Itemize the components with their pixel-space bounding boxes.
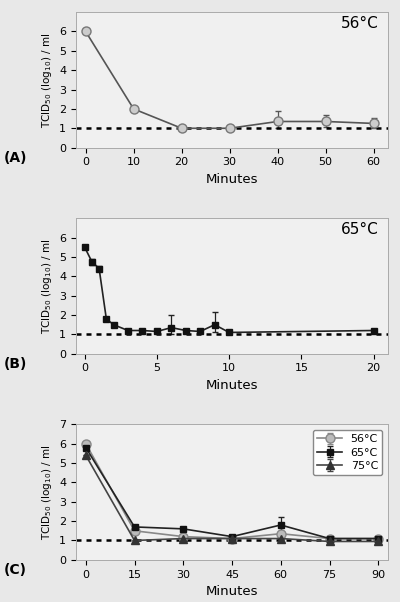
Y-axis label: TCID$_{50}$ (log$_{10}$) / ml: TCID$_{50}$ (log$_{10}$) / ml [40, 444, 54, 540]
Text: (A): (A) [4, 150, 28, 165]
Legend: 56°C, 65°C, 75°C: 56°C, 65°C, 75°C [313, 430, 382, 476]
Text: 56°C: 56°C [341, 16, 379, 31]
X-axis label: Minutes: Minutes [206, 379, 258, 392]
Text: (B): (B) [4, 357, 27, 371]
Text: 65°C: 65°C [341, 222, 379, 237]
Y-axis label: TCID$_{50}$ (log$_{10}$) / ml: TCID$_{50}$ (log$_{10}$) / ml [40, 238, 54, 334]
Text: (C): (C) [4, 563, 27, 577]
Y-axis label: TCID$_{50}$ (log$_{10}$) / ml: TCID$_{50}$ (log$_{10}$) / ml [40, 32, 54, 128]
X-axis label: Minutes: Minutes [206, 585, 258, 598]
X-axis label: Minutes: Minutes [206, 173, 258, 186]
